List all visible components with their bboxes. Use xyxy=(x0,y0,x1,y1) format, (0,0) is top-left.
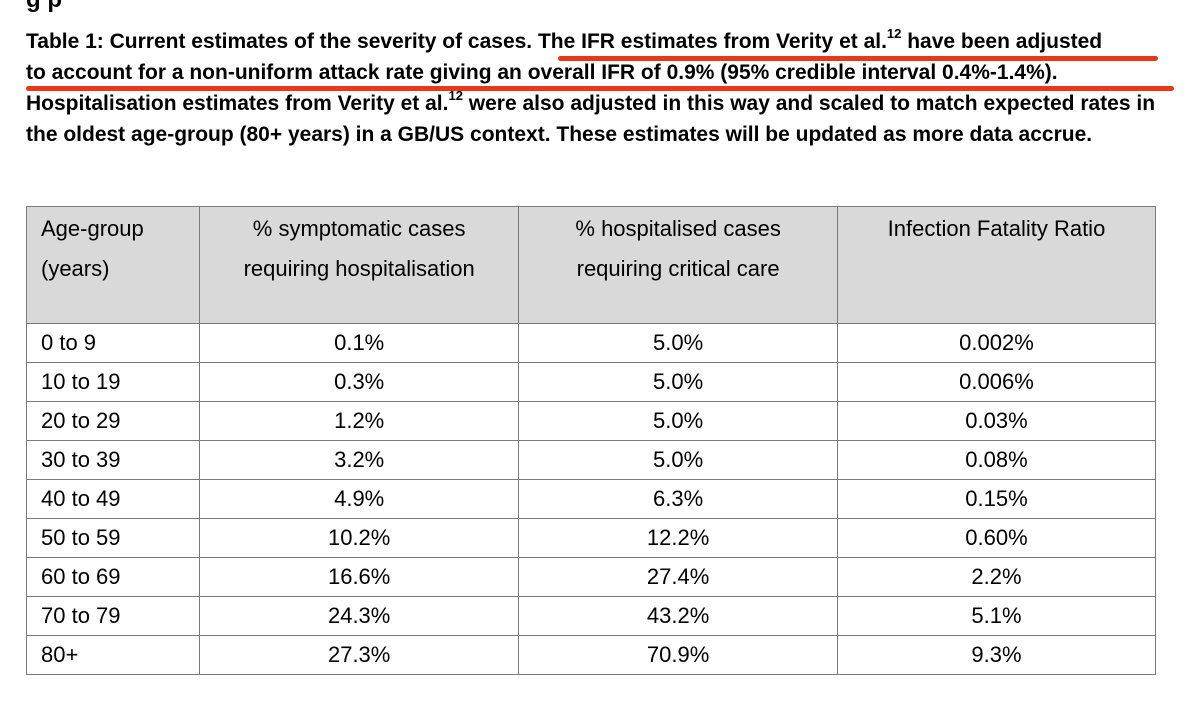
table-cell: 40 to 49 xyxy=(25,479,201,519)
table-cell: 70 to 79 xyxy=(25,596,201,636)
cropped-text-above: g p xyxy=(26,0,62,14)
table-cell: 0 to 9 xyxy=(25,323,201,363)
table-row: 40 to 49 4.9% 6.3% 0.15% xyxy=(25,479,1157,519)
caption-highlight: The IFR estimates from Verity et al. xyxy=(537,30,887,53)
red-underline-annotation xyxy=(558,56,1158,61)
table-cell: 16.6% xyxy=(199,557,520,597)
table-row: 0 to 9 0.1% 5.0% 0.002% xyxy=(25,323,1157,363)
caption-text: were also adjusted in this way and scale… xyxy=(26,92,1156,146)
table-cell: 0.03% xyxy=(836,401,1157,441)
table-cell: 2.2% xyxy=(836,557,1157,597)
table-cell: 27.4% xyxy=(518,557,838,597)
table-cell: 0.60% xyxy=(836,518,1157,558)
table-cell: 0.006% xyxy=(836,362,1157,402)
table-header-row: Age-group (years) % symptomatic cases re… xyxy=(25,206,1157,324)
table-row: 20 to 29 1.2% 5.0% 0.03% xyxy=(25,401,1157,441)
table-cell: 0.08% xyxy=(836,440,1157,480)
table-cell: 60 to 69 xyxy=(25,557,201,597)
caption-text: Hospitalisation estimates from Verity et… xyxy=(26,92,449,115)
table-cell: 30 to 39 xyxy=(25,440,201,480)
reference-superscript: 12 xyxy=(886,26,902,41)
table-cell: 0.3% xyxy=(199,362,520,402)
table-row: 50 to 59 10.2% 12.2% 0.60% xyxy=(25,518,1157,558)
header-ifr: Infection Fatality Ratio xyxy=(836,206,1157,324)
reference-superscript: 12 xyxy=(448,88,463,103)
caption-highlight: have been adjusted xyxy=(901,30,1103,53)
table-cell: 24.3% xyxy=(199,596,520,636)
table-cell: 5.1% xyxy=(836,596,1157,636)
header-critical-care: % hospitalised cases requiring critical … xyxy=(518,206,838,324)
table-cell: 43.2% xyxy=(518,596,838,636)
table-caption: Table 1: Current estimates of the severi… xyxy=(26,26,1176,150)
table-cell: 0.002% xyxy=(836,323,1157,363)
header-age-group: Age-group (years) xyxy=(25,206,201,324)
table-cell: 10 to 19 xyxy=(25,362,201,402)
table-cell: 12.2% xyxy=(518,518,838,558)
table-cell: 0.1% xyxy=(199,323,520,363)
table-cell: 4.9% xyxy=(199,479,520,519)
severity-table: Age-group (years) % symptomatic cases re… xyxy=(25,206,1157,675)
table-cell: 20 to 29 xyxy=(25,401,201,441)
table-cell: 5.0% xyxy=(518,323,838,363)
table-cell: 5.0% xyxy=(518,401,838,441)
table-cell: 5.0% xyxy=(518,362,838,402)
table-cell: 27.3% xyxy=(199,635,520,675)
table-row: 70 to 79 24.3% 43.2% 5.1% xyxy=(25,596,1157,636)
table-cell: 9.3% xyxy=(836,635,1157,675)
table-row: 10 to 19 0.3% 5.0% 0.006% xyxy=(25,362,1157,402)
table-cell: 50 to 59 xyxy=(25,518,201,558)
table-cell: 6.3% xyxy=(518,479,838,519)
table-cell: 80+ xyxy=(25,635,201,675)
table-cell: 3.2% xyxy=(199,440,520,480)
table-cell: 0.15% xyxy=(836,479,1157,519)
table-row: 30 to 39 3.2% 5.0% 0.08% xyxy=(25,440,1157,480)
table-cell: 70.9% xyxy=(518,635,838,675)
table-row: 60 to 69 16.6% 27.4% 2.2% xyxy=(25,557,1157,597)
table-cell: 5.0% xyxy=(518,440,838,480)
red-underline-annotation xyxy=(26,86,1174,91)
caption-lead: Table 1: Current estimates of the severi… xyxy=(26,30,538,53)
table-row: 80+ 27.3% 70.9% 9.3% xyxy=(25,635,1157,675)
header-hospitalisation: % symptomatic cases requiring hospitalis… xyxy=(199,206,520,324)
table-body: 0 to 9 0.1% 5.0% 0.002% 10 to 19 0.3% 5.0% 0.00… xyxy=(25,323,1157,675)
table-cell: 1.2% xyxy=(199,401,520,441)
table-cell: 10.2% xyxy=(199,518,520,558)
caption-highlight: to account for a non-uniform attack rate… xyxy=(26,61,1058,84)
